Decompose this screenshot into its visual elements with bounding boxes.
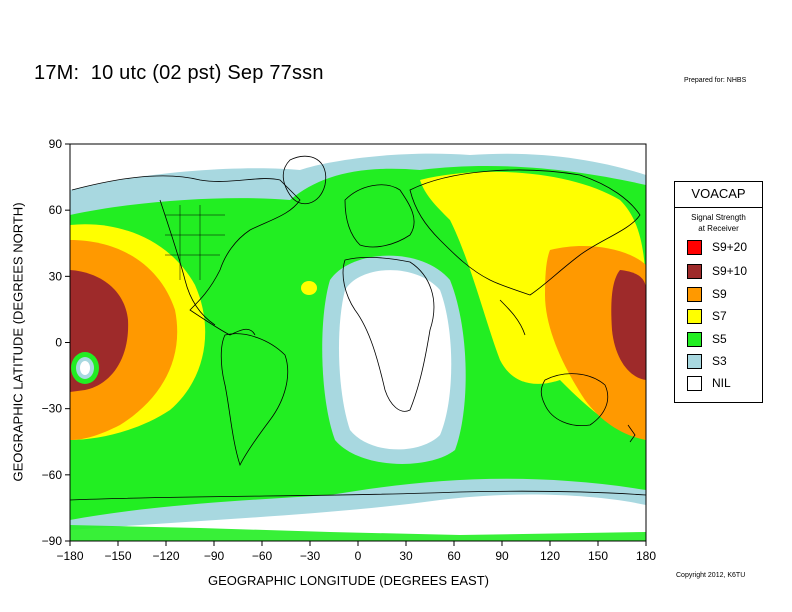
copyright-label: Copyright 2012, K6TU [676, 572, 746, 579]
legend-subtitle: Signal Strength at Receiver [675, 212, 762, 234]
x-tick-label: 150 [588, 549, 608, 563]
y-tick-label: 30 [49, 269, 63, 283]
x-tick-label: −60 [252, 549, 273, 563]
legend-swatch [687, 331, 702, 347]
x-tick-label: 0 [355, 549, 362, 563]
coastlines [70, 155, 646, 501]
legend-label: S7 [712, 309, 727, 323]
legend-swatch [687, 353, 702, 369]
legend-label: S9+20 [712, 240, 748, 254]
legend-label: S9 [712, 287, 727, 301]
legend-label: S9+10 [712, 264, 748, 278]
x-tick-label: −90 [204, 549, 225, 563]
map-title: 17M: 10 utc (02 pst) Sep 77ssn [34, 62, 324, 84]
y-axis-label: GEOGRAPHIC LATITUDE (DEGREES NORTH) [10, 202, 26, 482]
y-tick-label: −60 [42, 468, 63, 482]
legend-title: VOACAP [675, 182, 762, 208]
legend-swatch [687, 375, 702, 391]
legend-label: S3 [712, 354, 727, 368]
y-tick-label: −90 [42, 534, 63, 548]
x-tick-marks [69, 541, 647, 546]
state-borders [165, 205, 225, 280]
y-tick-label: 60 [49, 203, 63, 217]
legend-subtitle-line1: Signal Strength [691, 213, 746, 222]
x-tick-labels: −180 −150 −120 −90 −60 −30 0 30 60 90 120 150 180 [56, 549, 656, 563]
legend-item-s7: S7 [687, 308, 727, 324]
legend-swatch [687, 286, 702, 302]
prepared-for-label: Prepared for: NHBS [684, 77, 747, 84]
legend-item-s9-10: S9+10 [687, 263, 747, 279]
x-tick-label: 90 [495, 549, 509, 563]
legend: VOACAP Signal Strength at Receiver S9+20… [674, 181, 763, 403]
legend-item-s5: S5 [687, 331, 727, 347]
legend-item-s9: S9 [687, 286, 727, 302]
legend-subtitle-line2: at Receiver [698, 224, 739, 233]
x-tick-label: −30 [300, 549, 321, 563]
legend-label: NIL [712, 376, 731, 390]
x-tick-label: 60 [447, 549, 461, 563]
legend-swatch [687, 308, 702, 324]
y-tick-label: −30 [42, 402, 63, 416]
legend-swatch [687, 239, 702, 255]
x-tick-label: −120 [152, 549, 179, 563]
y-tick-marks [65, 143, 70, 542]
legend-swatch [687, 263, 702, 279]
x-tick-label: 120 [540, 549, 560, 563]
x-axis-label: GEOGRAPHIC LONGITUDE (DEGREES EAST) [208, 573, 489, 588]
legend-item-s9-20: S9+20 [687, 239, 747, 255]
legend-item-nil: NIL [687, 375, 731, 391]
coverage-contours [70, 144, 646, 541]
y-tick-label: 90 [49, 137, 63, 151]
y-axis-label-wrap: GEOGRAPHIC LATITUDE (DEGREES NORTH) [8, 142, 28, 542]
legend-item-s3: S3 [687, 353, 727, 369]
x-tick-label: 30 [399, 549, 413, 563]
y-tick-labels: 90 60 30 0 −30 −60 −90 [42, 137, 63, 548]
x-tick-label: −150 [104, 549, 131, 563]
x-tick-label: −180 [56, 549, 83, 563]
legend-label: S5 [712, 332, 727, 346]
y-tick-label: 0 [55, 336, 62, 350]
x-tick-label: 180 [636, 549, 656, 563]
